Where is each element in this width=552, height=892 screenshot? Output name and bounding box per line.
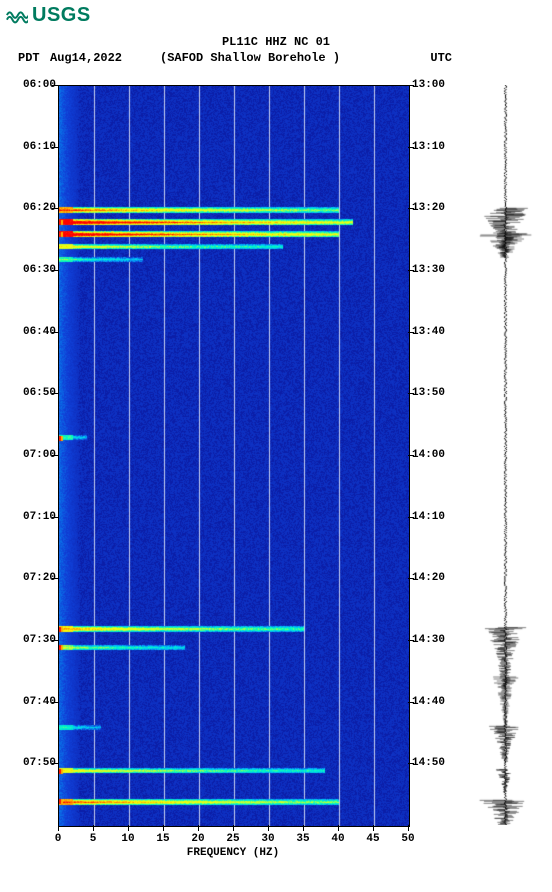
y-tick-right: 13:00 <box>412 79 454 91</box>
y-tick-left: 07:50 <box>14 757 56 769</box>
wave-icon <box>6 5 28 27</box>
x-tick: 40 <box>331 833 344 845</box>
spectrogram-panel <box>58 85 410 827</box>
plot-title: PL11C HHZ NC 01 <box>0 35 552 49</box>
y-tick-left: 07:40 <box>14 696 56 708</box>
x-tick: 30 <box>261 833 274 845</box>
y-tick-right: 14:30 <box>412 634 454 646</box>
tz-right-label: UTC <box>430 51 452 65</box>
station-label: (SAFOD Shallow Borehole ) <box>160 51 340 65</box>
usgs-logo: USGS <box>6 4 91 27</box>
x-axis: FREQUENCY (HZ) 05101520253035404550 <box>58 825 408 865</box>
y-tick-right: 14:00 <box>412 449 454 461</box>
x-axis-label: FREQUENCY (HZ) <box>58 847 408 859</box>
logo-text: USGS <box>32 4 91 27</box>
y-tick-right: 13:50 <box>412 387 454 399</box>
y-tick-right: 14:10 <box>412 511 454 523</box>
y-tick-left: 06:20 <box>14 202 56 214</box>
y-axis-right: 13:0013:1013:2013:3013:4013:5014:0014:10… <box>412 85 454 825</box>
spectrogram-canvas <box>59 86 409 826</box>
y-tick-right: 14:20 <box>412 572 454 584</box>
y-tick-left: 06:40 <box>14 326 56 338</box>
x-tick: 35 <box>296 833 309 845</box>
waveform-canvas <box>470 85 540 825</box>
waveform-panel <box>470 85 540 825</box>
date-label: Aug14,2022 <box>50 51 122 65</box>
y-tick-left: 06:00 <box>14 79 56 91</box>
x-tick: 15 <box>156 833 169 845</box>
y-axis-left: 06:0006:1006:2006:3006:4006:5007:0007:10… <box>14 85 56 825</box>
y-tick-left: 07:10 <box>14 511 56 523</box>
y-tick-right: 13:10 <box>412 141 454 153</box>
x-tick: 20 <box>191 833 204 845</box>
y-tick-right: 13:30 <box>412 264 454 276</box>
y-tick-left: 06:10 <box>14 141 56 153</box>
y-tick-right: 13:40 <box>412 326 454 338</box>
y-tick-left: 07:30 <box>14 634 56 646</box>
y-tick-right: 13:20 <box>412 202 454 214</box>
x-tick: 25 <box>226 833 239 845</box>
y-tick-left: 07:00 <box>14 449 56 461</box>
y-tick-right: 14:50 <box>412 757 454 769</box>
y-tick-right: 14:40 <box>412 696 454 708</box>
x-tick: 0 <box>55 833 62 845</box>
y-tick-left: 06:30 <box>14 264 56 276</box>
x-tick: 45 <box>366 833 379 845</box>
y-tick-left: 06:50 <box>14 387 56 399</box>
x-tick: 5 <box>90 833 97 845</box>
y-tick-left: 07:20 <box>14 572 56 584</box>
tz-left-label: PDT <box>18 51 40 65</box>
x-tick: 10 <box>121 833 134 845</box>
x-tick: 50 <box>401 833 414 845</box>
